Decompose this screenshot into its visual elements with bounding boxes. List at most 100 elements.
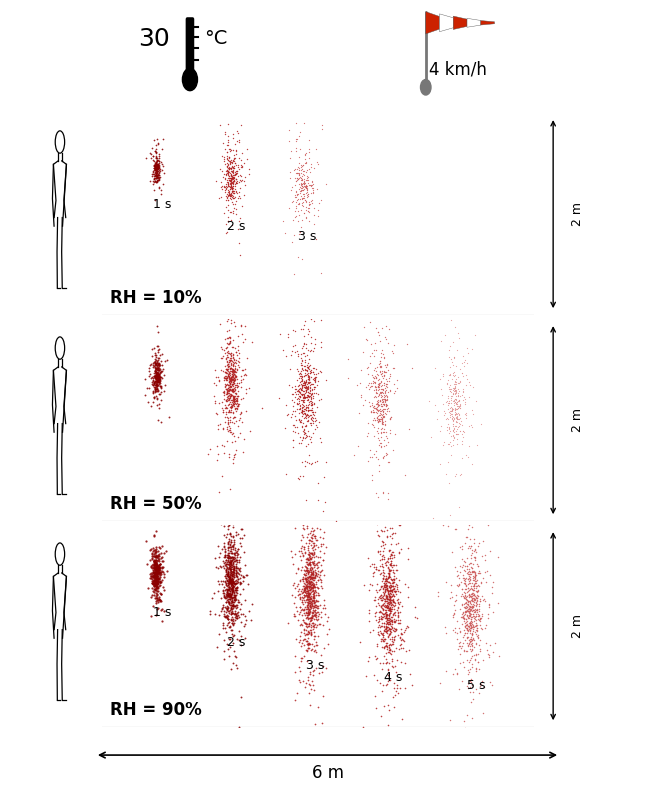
Point — [145, 372, 156, 385]
Point — [389, 602, 400, 615]
Point — [382, 597, 392, 610]
Point — [223, 337, 234, 350]
Point — [309, 595, 320, 608]
Point — [147, 564, 158, 577]
Point — [373, 381, 384, 393]
Point — [240, 170, 251, 183]
Point — [373, 583, 384, 596]
Point — [297, 396, 308, 409]
Point — [309, 540, 319, 553]
Point — [305, 165, 315, 178]
Point — [147, 566, 158, 579]
Point — [157, 615, 167, 628]
Point — [382, 625, 392, 638]
Point — [308, 361, 318, 374]
Point — [224, 558, 234, 571]
Point — [477, 675, 487, 688]
Point — [381, 579, 391, 592]
Point — [226, 551, 236, 564]
Point — [470, 545, 481, 558]
Point — [389, 614, 400, 627]
Point — [470, 567, 480, 580]
Point — [148, 566, 159, 579]
Point — [152, 380, 162, 393]
Point — [468, 610, 479, 623]
Point — [461, 297, 472, 309]
Point — [466, 637, 477, 650]
Point — [222, 340, 233, 353]
Point — [385, 369, 396, 382]
Point — [149, 574, 160, 587]
Point — [370, 406, 381, 419]
Point — [377, 343, 387, 356]
Point — [293, 511, 303, 524]
Point — [283, 330, 293, 343]
Point — [377, 601, 388, 614]
Point — [318, 546, 329, 559]
Point — [225, 175, 235, 187]
Point — [375, 580, 386, 593]
Point — [234, 176, 244, 189]
Point — [410, 611, 421, 624]
Point — [225, 190, 235, 203]
Point — [380, 586, 390, 599]
Point — [381, 574, 391, 587]
Point — [226, 403, 236, 416]
Point — [382, 678, 392, 691]
Point — [464, 618, 475, 631]
Point — [309, 217, 320, 230]
Point — [465, 600, 476, 612]
Point — [300, 391, 310, 404]
Point — [303, 187, 313, 200]
Point — [299, 606, 309, 619]
Point — [383, 374, 394, 387]
Point — [304, 198, 314, 211]
Point — [373, 380, 383, 393]
Point — [375, 356, 385, 369]
Point — [228, 426, 238, 439]
Point — [150, 158, 160, 171]
Point — [493, 596, 503, 609]
Point — [228, 550, 238, 563]
Point — [451, 398, 462, 410]
Point — [385, 564, 396, 577]
Point — [392, 613, 403, 626]
Point — [300, 572, 310, 585]
Point — [153, 364, 164, 377]
Point — [304, 550, 314, 563]
Point — [384, 297, 395, 309]
Point — [412, 611, 422, 624]
Point — [371, 364, 381, 377]
Point — [229, 378, 240, 391]
Point — [383, 568, 394, 581]
Point — [149, 574, 159, 587]
Point — [301, 400, 312, 413]
Point — [219, 168, 229, 181]
Point — [460, 578, 470, 591]
Point — [301, 146, 312, 159]
Point — [387, 590, 398, 603]
Point — [234, 532, 245, 545]
Point — [147, 149, 158, 162]
Point — [388, 636, 399, 649]
Point — [306, 600, 316, 613]
Point — [312, 638, 323, 651]
Point — [386, 638, 396, 651]
Point — [157, 574, 168, 587]
Point — [373, 421, 383, 434]
Point — [230, 167, 240, 180]
Point — [152, 166, 162, 179]
Point — [465, 631, 476, 644]
Point — [301, 577, 312, 590]
Point — [227, 396, 237, 409]
Point — [223, 383, 234, 396]
Point — [454, 409, 464, 422]
Point — [231, 396, 242, 409]
Point — [221, 610, 232, 623]
Point — [221, 590, 231, 603]
Point — [152, 159, 162, 172]
Point — [222, 367, 233, 380]
Point — [307, 589, 318, 602]
Point — [229, 537, 239, 550]
Point — [308, 186, 318, 199]
